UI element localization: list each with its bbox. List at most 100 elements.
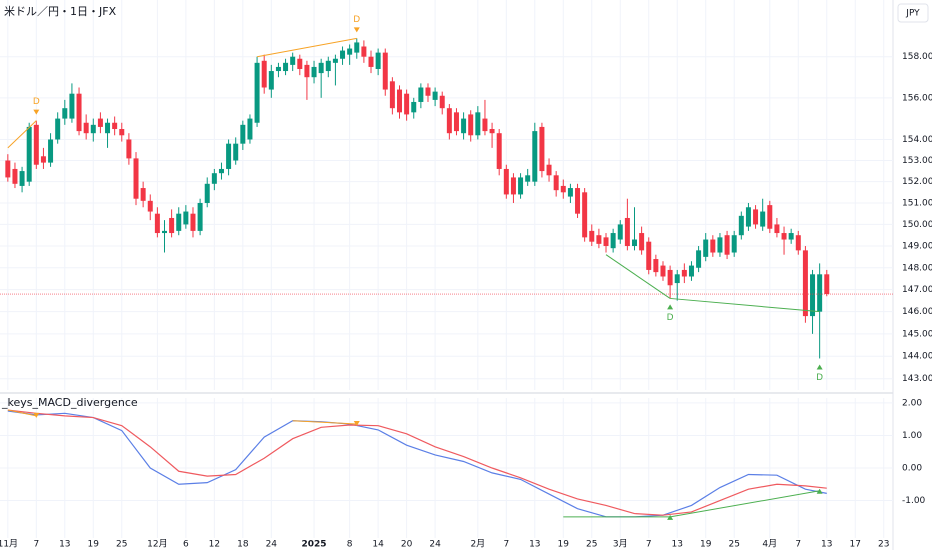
x-tick-label: 25 <box>116 540 127 550</box>
candle-body <box>667 269 673 286</box>
candle-body <box>703 239 709 257</box>
candle-body <box>197 202 203 231</box>
x-tick-label: 18 <box>237 540 249 550</box>
x-tick-label: 13 <box>59 540 70 550</box>
candle-body <box>482 118 488 132</box>
x-tick-label: 13 <box>672 540 683 550</box>
x-tick-label: 13 <box>821 540 832 550</box>
y-tick-label: 153.000 <box>902 156 932 166</box>
divergence-line <box>605 254 671 299</box>
candle-body <box>332 58 338 63</box>
candle-body <box>489 129 495 134</box>
candle-body <box>162 230 167 234</box>
candle-body <box>40 156 46 163</box>
candle-body <box>119 129 125 136</box>
x-tick-label: 25 <box>586 540 597 550</box>
candle-body <box>510 177 516 195</box>
y-tick-label: 1.00 <box>902 431 922 441</box>
x-tick-label: 12月 <box>147 539 167 550</box>
candle-body <box>802 250 808 317</box>
macd-line <box>7 409 827 516</box>
y-tick-label: 144.000 <box>902 352 932 362</box>
candle-body <box>539 126 545 172</box>
candle-body <box>240 124 246 144</box>
candle-body <box>290 56 296 65</box>
candle-body <box>560 185 566 193</box>
candle-body <box>760 211 766 227</box>
candle-body <box>133 158 139 199</box>
candle-body <box>439 95 445 109</box>
macd-line <box>7 410 827 518</box>
candle-body <box>397 89 402 113</box>
candle-body <box>76 93 82 132</box>
y-tick-label: 146.000 <box>902 307 932 317</box>
currency-badge[interactable] <box>897 3 929 23</box>
candle-body <box>318 62 324 74</box>
divergence-label: D <box>33 97 40 107</box>
candle-body <box>582 192 588 238</box>
candle-body <box>603 237 609 247</box>
y-tick-label: 149.000 <box>902 242 932 252</box>
candle-body <box>190 213 196 231</box>
candle-body <box>382 52 388 90</box>
candle-body <box>147 200 153 212</box>
currency-label[interactable]: JPY <box>905 9 920 19</box>
candle-body <box>475 112 481 136</box>
candle-body <box>731 235 737 253</box>
candle-body <box>681 269 687 277</box>
candle-body <box>788 233 794 240</box>
divergence-line <box>7 409 37 417</box>
candle-body <box>503 168 509 195</box>
candle-body <box>745 207 751 227</box>
divergence-line <box>670 297 820 313</box>
candle-body <box>33 124 39 165</box>
y-tick-label: 145.000 <box>902 329 932 339</box>
divergence-marker <box>353 27 360 33</box>
candle-body <box>211 173 217 184</box>
divergence-line <box>256 37 357 58</box>
y-tick-label: 152.000 <box>902 177 932 187</box>
candle-body <box>304 64 310 78</box>
y-tick-label: 148.000 <box>902 263 932 273</box>
indicator-title: _keys_MACD_divergence <box>1 396 138 409</box>
candle-body <box>254 62 260 123</box>
divergence-line <box>670 490 820 518</box>
divergence-marker <box>33 109 40 115</box>
candle-body <box>283 62 289 72</box>
y-tick-label: 158.000 <box>902 52 932 62</box>
candle-body <box>567 188 573 197</box>
candle-body <box>496 133 502 169</box>
candle-body <box>261 60 267 88</box>
x-tick-label: 24 <box>429 540 441 550</box>
divergence-marker <box>816 488 823 494</box>
candle-body <box>717 237 723 253</box>
candle-body <box>140 188 146 201</box>
x-tick-label: 6 <box>183 540 189 550</box>
x-tick-label: 11月 <box>0 539 18 550</box>
candle-body <box>710 239 716 253</box>
candle-body <box>660 265 666 277</box>
candle-body <box>275 66 281 72</box>
x-tick-label: 13 <box>529 540 540 550</box>
candle-body <box>169 217 175 234</box>
candle-body <box>340 50 346 59</box>
candle-body <box>753 209 759 225</box>
x-tick-label: 24 <box>266 540 278 550</box>
divergence-marker <box>353 421 360 427</box>
candle-body <box>389 81 395 109</box>
candle-body <box>817 274 823 312</box>
candle-body <box>674 274 680 284</box>
x-tick-label: 7 <box>646 540 652 550</box>
candle-body <box>112 122 118 130</box>
candle-body <box>810 274 816 317</box>
divergence-label: D <box>353 15 360 25</box>
candle-body <box>297 58 303 69</box>
candle-body <box>795 235 801 251</box>
x-tick-label: 2月 <box>470 539 485 550</box>
candle-body <box>375 52 381 69</box>
candle-body <box>617 224 623 240</box>
candle-body <box>347 48 353 55</box>
x-tick-label: 7 <box>503 540 509 550</box>
x-tick-label: 7 <box>33 540 39 550</box>
